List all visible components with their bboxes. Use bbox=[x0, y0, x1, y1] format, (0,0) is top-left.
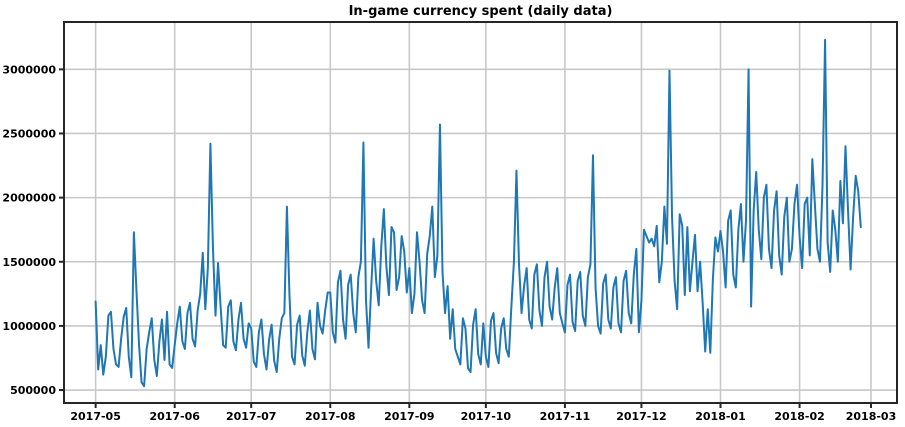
plot-border bbox=[63, 21, 898, 404]
y-tick-label: 1500000 bbox=[2, 256, 56, 269]
y-tick-label: 2500000 bbox=[2, 127, 56, 140]
y-tick-label: 500000 bbox=[10, 384, 56, 397]
x-tick-label: 2017-09 bbox=[384, 410, 435, 423]
chart-title: In-game currency spent (daily data) bbox=[348, 4, 613, 19]
x-tick-label: 2017-06 bbox=[149, 410, 200, 423]
y-tick-label: 2000000 bbox=[2, 192, 56, 205]
x-tick-label: 2017-10 bbox=[461, 410, 512, 423]
x-tick-label: 2017-11 bbox=[540, 410, 591, 423]
x-tick-label: 2017-12 bbox=[616, 410, 667, 423]
data-line-currency-spent bbox=[94, 38, 862, 388]
y-tick-label: 1000000 bbox=[2, 320, 56, 333]
x-tick-label: 2018-01 bbox=[695, 410, 746, 423]
x-tick-label: 2017-08 bbox=[305, 410, 356, 423]
x-tick-label: 2017-07 bbox=[226, 410, 277, 423]
x-tick-label: 2018-03 bbox=[846, 410, 897, 423]
x-tick-label: 2018-02 bbox=[774, 410, 825, 423]
y-tick-label: 3000000 bbox=[2, 63, 56, 76]
x-tick-label: 2017-05 bbox=[70, 410, 121, 423]
